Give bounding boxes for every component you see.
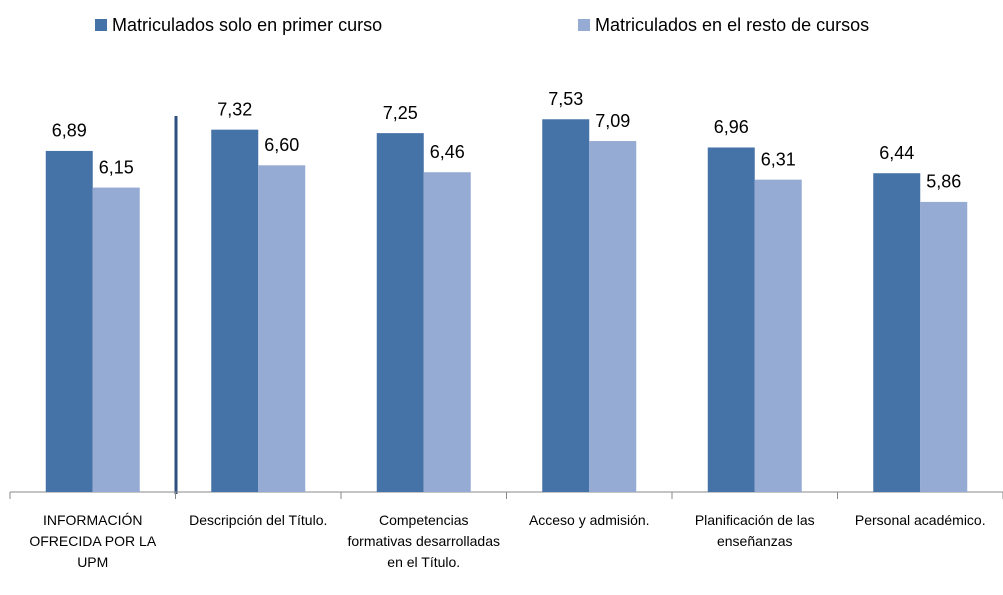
bar: [754, 179, 802, 492]
x-tick-label: Descripción del Título.: [189, 512, 328, 528]
value-label: 7,25: [383, 103, 418, 123]
x-tick-label: Personal académico.: [854, 512, 986, 528]
value-label: 6,89: [52, 121, 87, 141]
value-label: 7,09: [595, 111, 630, 131]
x-tick-label: Competencias formativas desarrolladas en…: [347, 512, 500, 570]
value-label: 6,31: [761, 149, 796, 169]
value-label: 7,32: [217, 99, 252, 119]
value-label: 6,96: [714, 117, 749, 137]
bar: [873, 173, 921, 492]
value-label: 6,46: [430, 142, 465, 162]
x-tick-label: Planificación de las enseñanzas: [694, 512, 815, 549]
bar: [258, 165, 306, 493]
x-tick-label: INFORMACIÓN OFRECIDA POR LA UPM: [29, 512, 157, 570]
bar: [542, 119, 590, 492]
bar: [920, 201, 968, 492]
legend-swatch: [578, 19, 590, 31]
bar: [45, 150, 93, 492]
bar: [376, 133, 424, 492]
value-label: 7,53: [548, 89, 583, 109]
bar: [211, 129, 259, 492]
value-label: 6,60: [264, 135, 299, 155]
value-label: 6,44: [879, 143, 914, 163]
value-label: 5,86: [926, 172, 961, 192]
value-label: 6,15: [99, 157, 134, 177]
bar: [423, 172, 471, 493]
bar: [92, 187, 140, 492]
legend-label: Matriculados solo en primer curso: [112, 15, 382, 35]
bar: [589, 141, 637, 493]
legend-swatch: [95, 19, 107, 31]
bar: [707, 147, 755, 493]
x-tick-label: Acceso y admisión.: [528, 512, 650, 528]
legend-label: Matriculados en el resto de cursos: [595, 15, 869, 35]
